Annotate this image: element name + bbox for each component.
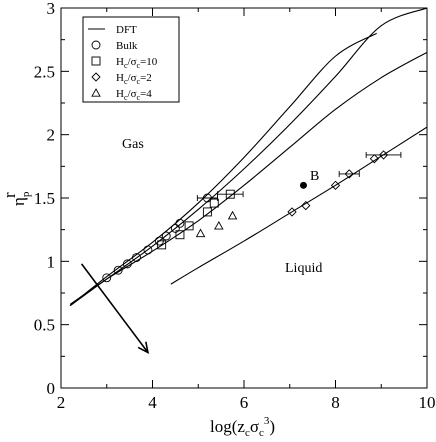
error-bars — [196, 151, 402, 201]
data-point-diamond — [301, 200, 311, 211]
dft-curve-2 — [69, 8, 427, 307]
y-tick-label: 0.5 — [34, 316, 55, 335]
data-markers — [102, 150, 389, 283]
dft-curve-1 — [69, 32, 377, 307]
x-axis-title: log(zcσc3) — [210, 415, 275, 439]
legend-marker-triangle — [91, 88, 101, 97]
data-point-triangle — [214, 220, 224, 230]
data-point-square — [209, 198, 219, 208]
data-point-circle — [132, 253, 141, 262]
svg-text:r: r — [0, 192, 19, 198]
data-point-square — [175, 230, 185, 240]
arrow-line — [80, 263, 149, 354]
annotation-gas: Gas — [122, 137, 144, 152]
legend-label: Bulk — [116, 40, 138, 52]
legend-label-part: c — [137, 77, 141, 86]
y-tick-label: 1 — [47, 252, 56, 271]
data-point-diamond — [344, 169, 354, 179]
data-point-triangle — [227, 210, 238, 220]
legend-label-part: /σ — [128, 56, 137, 68]
legend-label-part: H — [116, 88, 124, 100]
data-point-square — [225, 189, 235, 199]
point-b-marker — [299, 181, 307, 189]
x-tick-label: 2 — [57, 393, 66, 412]
y-tick-label: 2 — [47, 126, 56, 145]
data-point-circle — [113, 265, 123, 275]
axis-ticks — [60, 7, 428, 389]
data-point-circle — [175, 218, 185, 228]
legend-label-part: c — [137, 93, 141, 102]
data-point-circle — [143, 245, 153, 255]
y-tick-label: 2.5 — [34, 62, 55, 81]
legend-label-part: =2 — [140, 72, 152, 84]
legend-marker-diamond — [91, 72, 101, 82]
x-tick-label: 10 — [419, 393, 436, 412]
y-tick-label: 1.5 — [34, 189, 55, 208]
data-point-circle — [122, 259, 132, 269]
legend-label: DFT — [116, 24, 137, 36]
legend-label-part: c — [137, 61, 141, 70]
data-point-diamond — [287, 207, 297, 217]
legend-label: Hc/σc=4 — [116, 88, 152, 102]
data-point-diamond — [330, 180, 341, 190]
x-tick-label: 6 — [240, 393, 249, 412]
legend-label-part: H — [116, 72, 124, 84]
data-point-square — [202, 207, 212, 217]
y-tick-label: 3 — [47, 0, 56, 18]
y-axis-title: ηp r — [0, 191, 32, 206]
svg-text:ηp: ηp — [9, 191, 32, 206]
data-point-diamond — [378, 150, 389, 160]
arrow-head — [137, 341, 150, 355]
legend-label-part: =4 — [140, 88, 152, 100]
legend-label: Hc/σc=2 — [116, 72, 152, 86]
x-tick-label: 8 — [331, 393, 340, 412]
legend-label-part: /σ — [128, 88, 137, 100]
x-tick-label: 4 — [148, 393, 157, 412]
data-point-circle — [202, 193, 212, 203]
legend-label-part: H — [116, 56, 124, 68]
arrow — [80, 263, 150, 355]
data-point-triangle — [195, 228, 206, 238]
legend-label-part: c — [124, 77, 128, 86]
annotation-point-b: B — [310, 169, 319, 184]
annotation-liquid: Liquid — [285, 261, 322, 276]
data-point-circle — [102, 273, 112, 283]
y-tick-label: 0 — [47, 379, 56, 398]
legend-label-part: /σ — [128, 72, 137, 84]
legend-marker-square — [91, 56, 101, 66]
legend-marker-circle — [91, 40, 101, 50]
data-point-diamond — [369, 154, 380, 164]
legend-label: Hc/σc=10 — [116, 56, 158, 70]
data-point-circle — [161, 231, 171, 241]
data-point-circle — [170, 223, 180, 233]
data-point-square — [184, 221, 194, 231]
data-point-square — [157, 240, 167, 250]
legend-box — [82, 16, 180, 103]
legend-label-part: =10 — [140, 56, 158, 68]
dft-curve-3 — [69, 51, 427, 305]
legend-label-part: c — [124, 93, 128, 102]
axis-tick-labels: 2 4 6 8 10 0 0.5 1 1.5 2 2.5 3 — [34, 0, 436, 412]
legend-label-part: c — [124, 61, 128, 70]
